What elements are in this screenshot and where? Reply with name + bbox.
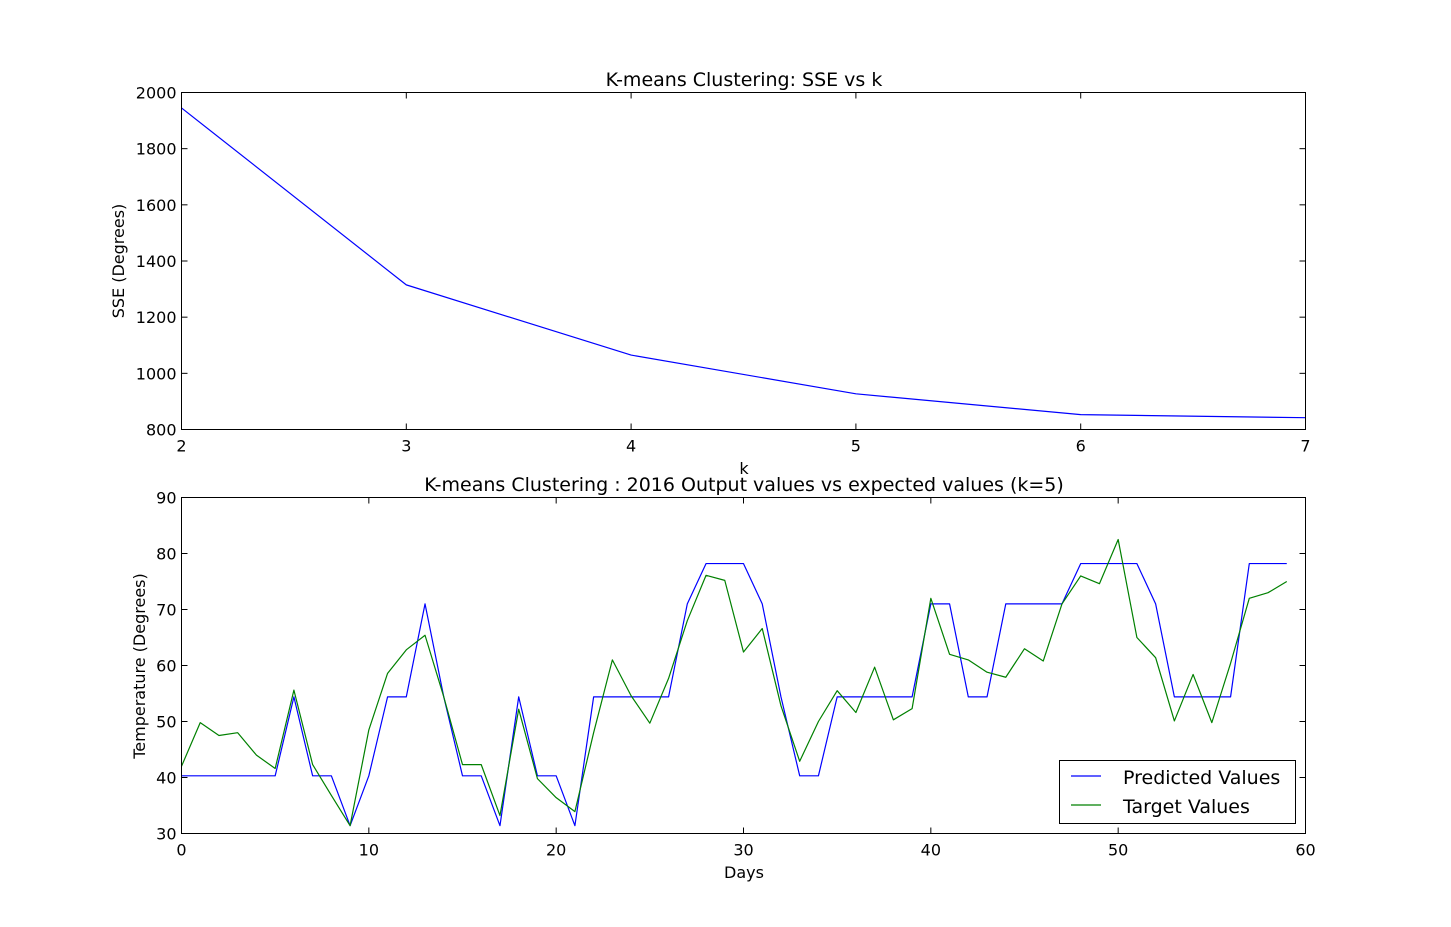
x-tick-label: 30: [733, 841, 753, 860]
x-tick-label: 50: [1108, 841, 1128, 860]
chart-title: K-means Clustering : 2016 Output values …: [424, 474, 1064, 496]
temperature-chart: K-means Clustering : 2016 Output values …: [130, 474, 1316, 882]
y-tick-label: 40: [156, 769, 176, 788]
legend-box: [1059, 760, 1296, 824]
x-tick-label: 2: [176, 437, 186, 456]
ticks-layer: 2 3 4 5 6 7 800 1000 1200 1400 1600 1800 2000: [136, 84, 1311, 456]
y-tick-label: 50: [156, 713, 176, 732]
y-tick-label: 90: [156, 489, 176, 508]
legend: Predicted Values Target Values: [1059, 760, 1296, 824]
series-line-predicted-values: [181, 562, 1287, 827]
y-tick-label: 1000: [136, 364, 177, 383]
legend-label-target: Target Values: [1122, 796, 1250, 818]
y-tick-label: 1400: [136, 252, 177, 271]
x-tick-label: 5: [851, 437, 861, 456]
y-axis-label: Temperature (Degrees): [130, 573, 149, 760]
legend-label-predicted: Predicted Values: [1123, 767, 1280, 789]
x-tick-label: 6: [1076, 437, 1086, 456]
x-tick-label: 4: [626, 437, 636, 456]
x-tick-label: 40: [921, 841, 941, 860]
sse-chart: K-means Clustering: SSE vs k k SSE (Degr…: [109, 69, 1311, 478]
x-axis-label: k: [739, 459, 749, 478]
y-tick-label: 1200: [136, 308, 177, 327]
x-tick-label: 60: [1295, 841, 1315, 860]
y-tick-label: 1600: [136, 196, 177, 215]
y-tick-label: 800: [146, 421, 177, 440]
y-tick-label: 80: [156, 545, 176, 564]
x-tick-label: 10: [359, 841, 379, 860]
x-tick-label: 0: [176, 841, 186, 860]
y-tick-label: 30: [156, 825, 176, 844]
series-line-target-values: [180, 538, 1288, 827]
y-tick-label: 1800: [136, 140, 177, 159]
y-tick-label: 60: [156, 657, 176, 676]
x-axis-label: Days: [724, 863, 764, 882]
x-tick-label: 20: [546, 841, 566, 860]
x-tick-label: 3: [401, 437, 411, 456]
y-tick-label: 2000: [136, 84, 177, 103]
series-layer: [181, 107, 1306, 419]
series-line-0: [181, 107, 1306, 419]
y-tick-label: 70: [156, 601, 176, 620]
ticks-layer: 0 10 20 30 40 50 60 30 40 50 60 70 80 90: [156, 489, 1316, 860]
x-tick-label: 7: [1300, 437, 1310, 456]
y-axis-label: SSE (Degrees): [109, 204, 128, 319]
series-layer: [180, 538, 1288, 827]
chart-title: K-means Clustering: SSE vs k: [606, 69, 883, 91]
